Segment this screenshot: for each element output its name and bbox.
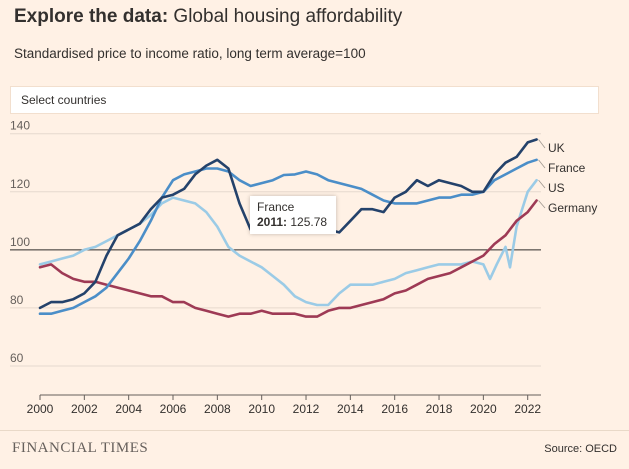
tooltip-year: 2011: (257, 215, 288, 229)
leader-line-france (538, 159, 546, 169)
leader-line-germany (538, 200, 546, 209)
y-axis: 60 80 100 120 140 (10, 119, 30, 365)
series-line-germany (38, 199, 538, 318)
leader-line-uk (538, 139, 546, 149)
x-tick-label-2002: 2002 (71, 402, 98, 416)
source-note: Source: OECD (544, 443, 617, 455)
x-tick-label-2006: 2006 (160, 402, 187, 416)
legend-labels: UK France US Germany (538, 139, 597, 215)
legend-label-france: France (548, 161, 586, 175)
select-countries-field[interactable]: Select countries (10, 86, 599, 114)
footer-divider (0, 430, 629, 431)
x-axis: 2000 2002 2004 2006 2008 2010 2012 2014 2016 2018… (27, 395, 541, 416)
title-lead: Explore the data: (14, 6, 169, 27)
tooltip-value-row: 2011: 125.78 (257, 215, 329, 230)
x-tick-label-2000: 2000 (27, 402, 54, 416)
x-tick-label-2008: 2008 (204, 402, 231, 416)
y-tick-label-80: 80 (10, 293, 24, 307)
ft-logo: FINANCIAL TIMES (12, 440, 149, 456)
x-tick-label-2010: 2010 (248, 402, 275, 416)
legend-label-uk: UK (548, 141, 565, 155)
x-tick-label-2016: 2016 (381, 402, 408, 416)
legend-label-germany: Germany (548, 201, 597, 215)
chart-subtitle: Standardised price to income ratio, long… (14, 46, 366, 61)
series-line-france (38, 158, 538, 315)
y-tick-label-100: 100 (10, 235, 30, 249)
y-tick-label-140: 140 (10, 119, 30, 133)
tooltip-value: 125.78 (290, 215, 328, 229)
x-tick-label-2014: 2014 (337, 402, 364, 416)
x-tick-label-2004: 2004 (115, 402, 142, 416)
x-tick-label-2022: 2022 (514, 402, 541, 416)
x-tick-label-2020: 2020 (470, 402, 497, 416)
title-text: Global housing affordability (168, 6, 403, 27)
y-tick-label-120: 120 (10, 177, 30, 191)
y-tick-label-60: 60 (10, 351, 24, 365)
tooltip-country: France (257, 200, 295, 214)
data-tooltip: France 2011: 125.78 (250, 196, 336, 234)
x-tick-label-2012: 2012 (293, 402, 320, 416)
legend-label-us: US (548, 181, 565, 195)
leader-line-us (538, 179, 546, 189)
chart-title: Explore the data: Global housing afforda… (14, 6, 402, 28)
x-tick-label-2018: 2018 (426, 402, 453, 416)
grid (10, 133, 541, 396)
